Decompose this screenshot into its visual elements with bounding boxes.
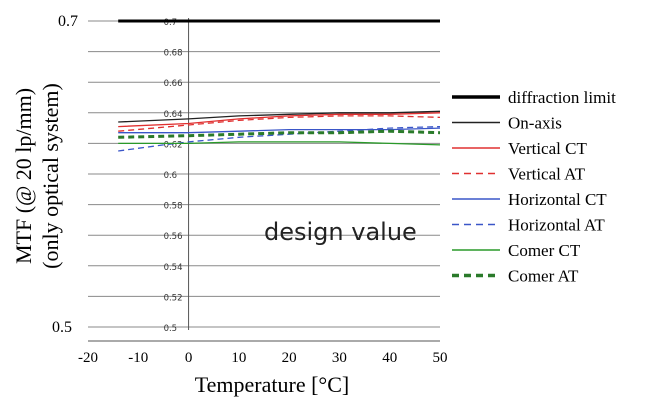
- series-line-vertical-ct: [118, 112, 441, 128]
- series-line-vertical-at: [118, 115, 441, 132]
- x-tick-label: 30: [332, 350, 347, 366]
- legend-label-vertical-ct: Vertical CT: [508, 139, 587, 158]
- legend-label-on-axis: On-axis: [508, 114, 562, 133]
- y-edge-tick-labels: 0.7 0.5: [52, 13, 78, 336]
- y-inner-tick-label: 0.68: [164, 49, 183, 59]
- legend: diffraction limit On-axis Vertical CT Verti…: [452, 88, 616, 286]
- y-inner-tick-label: 0.7: [164, 18, 178, 28]
- legend-label-comer-at: Comer AT: [508, 267, 579, 286]
- x-tick-label: 20: [282, 350, 297, 366]
- axes-layer: [88, 18, 440, 342]
- inner-tick-labels: 0.7 0.68 0.66 0.64 0.62 0.6 0.58 0.56 0.54 0.52 0.…: [164, 18, 183, 334]
- legend-label-horizontal-ct: Horizontal CT: [508, 190, 607, 209]
- x-tick-labels: -20 -10 0 10 20 30 40 50: [78, 350, 448, 366]
- y-inner-tick-label: 0.6: [164, 171, 178, 181]
- series-line-horizontal-ct: [118, 127, 441, 134]
- y-tick-label: 0.7: [58, 13, 78, 30]
- y-inner-tick-label: 0.52: [164, 293, 183, 303]
- x-tick-label: 0: [185, 350, 193, 366]
- x-tick-label: -10: [128, 350, 148, 366]
- y-axis-label: MTF (@ 20 lp/mm): [11, 88, 36, 264]
- y-inner-tick-label: 0.66: [164, 79, 183, 89]
- legend-label-diffraction-limit: diffraction limit: [508, 88, 616, 107]
- x-tick-label: 40: [382, 350, 397, 366]
- y-axis-sublabel: (only optical system): [38, 83, 63, 269]
- legend-label-vertical-at: Vertical AT: [508, 165, 586, 184]
- y-inner-tick-label: 0.56: [164, 232, 183, 242]
- y-inner-tick-label: 0.62: [164, 140, 183, 150]
- y-inner-tick-label: 0.64: [164, 110, 183, 120]
- x-axis-label: Temperature [°C]: [195, 372, 349, 397]
- legend-label-horizontal-at: Horizontal AT: [508, 216, 605, 235]
- series-line-comer-at: [118, 129, 441, 139]
- x-tick-label: 10: [231, 350, 246, 366]
- legend-label-comer-ct: Comer CT: [508, 241, 581, 260]
- y-inner-tick-label: 0.5: [164, 324, 178, 334]
- design-value-annotation: design value: [264, 218, 417, 246]
- y-inner-tick-label: 0.54: [164, 263, 183, 273]
- x-tick-label: 50: [433, 350, 448, 366]
- grid-layer: [88, 20, 440, 328]
- x-tick-label: -20: [78, 350, 98, 366]
- series-line-horizontal-at: [118, 125, 441, 152]
- y-tick-label: 0.5: [52, 319, 72, 336]
- series-line-comer-ct: [118, 141, 441, 146]
- series-line-on-axis: [118, 110, 441, 123]
- y-inner-tick-label: 0.58: [164, 202, 183, 212]
- series-layer: [118, 19, 441, 152]
